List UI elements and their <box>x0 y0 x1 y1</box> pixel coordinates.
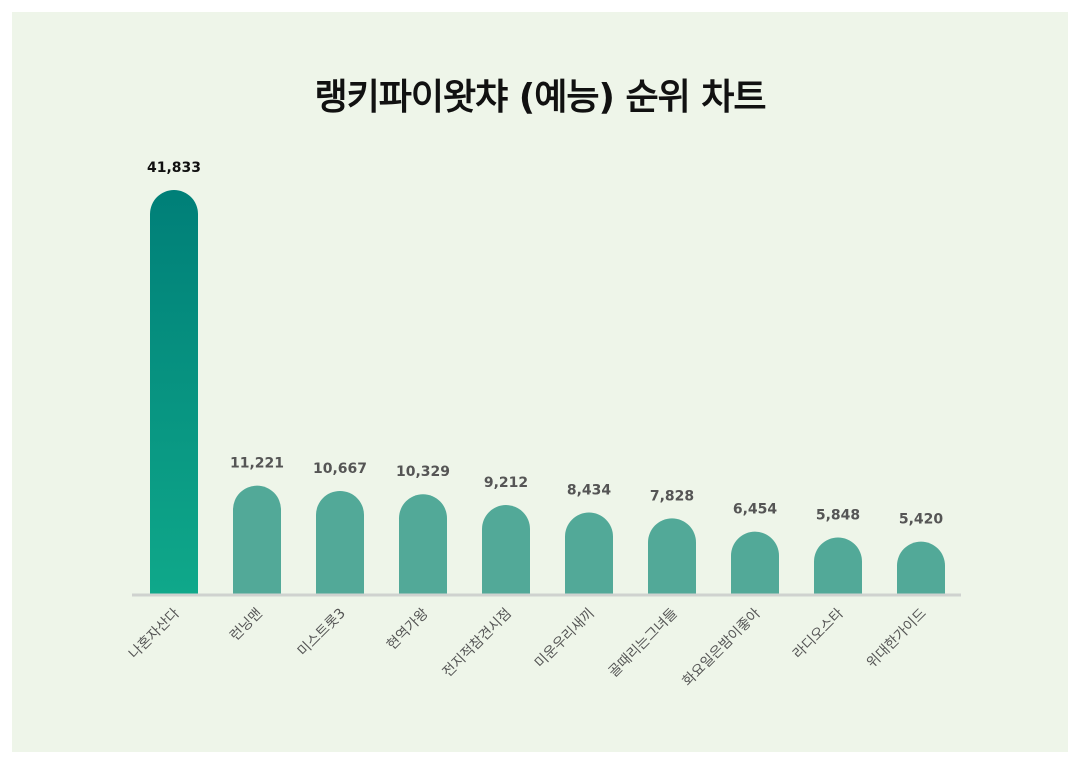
value-label-1: 41,833 <box>147 160 201 176</box>
category-label-6: 미운우리새끼 <box>532 606 598 672</box>
bar-6 <box>565 512 613 594</box>
bar-9 <box>814 537 862 594</box>
value-label-10: 5,420 <box>899 512 944 528</box>
value-label-8: 6,454 <box>733 502 778 518</box>
bar-10 <box>897 541 945 594</box>
category-label-4: 현역가왕 <box>384 605 432 653</box>
chart-title: 랭키파이왓챠 (예능) 순위 차트 <box>314 77 767 118</box>
bar-4 <box>399 494 447 594</box>
category-label-7: 골때리는그녀들 <box>606 605 681 680</box>
bar-2 <box>233 485 281 594</box>
value-label-2: 11,221 <box>230 456 284 472</box>
value-label-5: 9,212 <box>484 475 528 491</box>
value-label-3: 10,667 <box>313 461 367 477</box>
bar-3 <box>316 490 364 594</box>
category-label-2: 런닝맨 <box>227 606 266 645</box>
category-label-3: 미스트롯3 <box>295 606 349 660</box>
bar-7 <box>648 518 696 594</box>
bar-8 <box>731 531 780 594</box>
bar-1 <box>150 190 198 594</box>
value-label-9: 5,848 <box>816 508 860 524</box>
value-label-4: 10,329 <box>396 464 450 480</box>
value-label-7: 7,828 <box>650 488 694 504</box>
category-label-10: 위대한가이드 <box>864 605 930 671</box>
value-label-6: 8,434 <box>567 483 612 499</box>
category-label-8: 화요일은밤이좋아 <box>680 605 764 689</box>
category-label-1: 나혼자산다 <box>126 605 183 662</box>
category-label-5: 전지적참견시점 <box>440 606 515 681</box>
bar-5 <box>482 505 530 594</box>
category-label-9: 라디오스타 <box>790 605 847 662</box>
